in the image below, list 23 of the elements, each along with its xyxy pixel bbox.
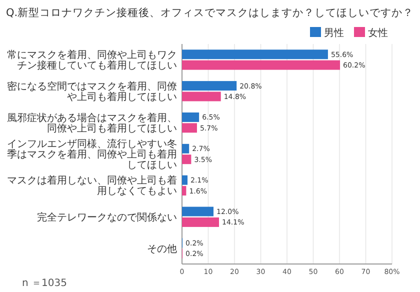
bar — [182, 206, 214, 216]
bar — [182, 92, 221, 102]
y-tick-label: マスクは着用しない、同僚や上司も着用しなくてもよい — [7, 174, 177, 198]
y-tick-label: 常にマスクを着用、同僚や上司もワクチン接種していても着用してほしい — [7, 48, 177, 72]
legend-label: 男性 — [324, 27, 344, 39]
bar — [182, 112, 200, 122]
bar — [182, 175, 188, 185]
bar — [182, 60, 340, 70]
bar — [182, 123, 197, 133]
bar — [182, 50, 328, 60]
bar — [182, 154, 192, 164]
bar — [182, 186, 186, 196]
bar — [182, 81, 237, 91]
text: n ＝1035 — [22, 278, 67, 289]
y-tick-label: その他 — [147, 242, 177, 255]
y-tick-label: 完全テレワークなので関係ない — [37, 211, 177, 224]
legend-label: 女性 — [368, 27, 388, 39]
bar — [182, 217, 220, 227]
bar — [182, 144, 190, 154]
y-tick-label: 密になる空間ではマスクを着用、同僚や上司も着用してほしい — [7, 80, 177, 103]
y-tick-label: インフルエンザ同様、流行しやすい冬季はマスクを着用、同僚や上司も着用してほしい — [7, 138, 177, 171]
chart-title: Q.新型コロナワクチン接種後、オフィスでマスクはしますか？してほしいですか？ — [6, 6, 414, 19]
y-tick-label: 風邪症状がある場合はマスクを着用、同僚や上司も着用してほしい — [7, 112, 177, 134]
